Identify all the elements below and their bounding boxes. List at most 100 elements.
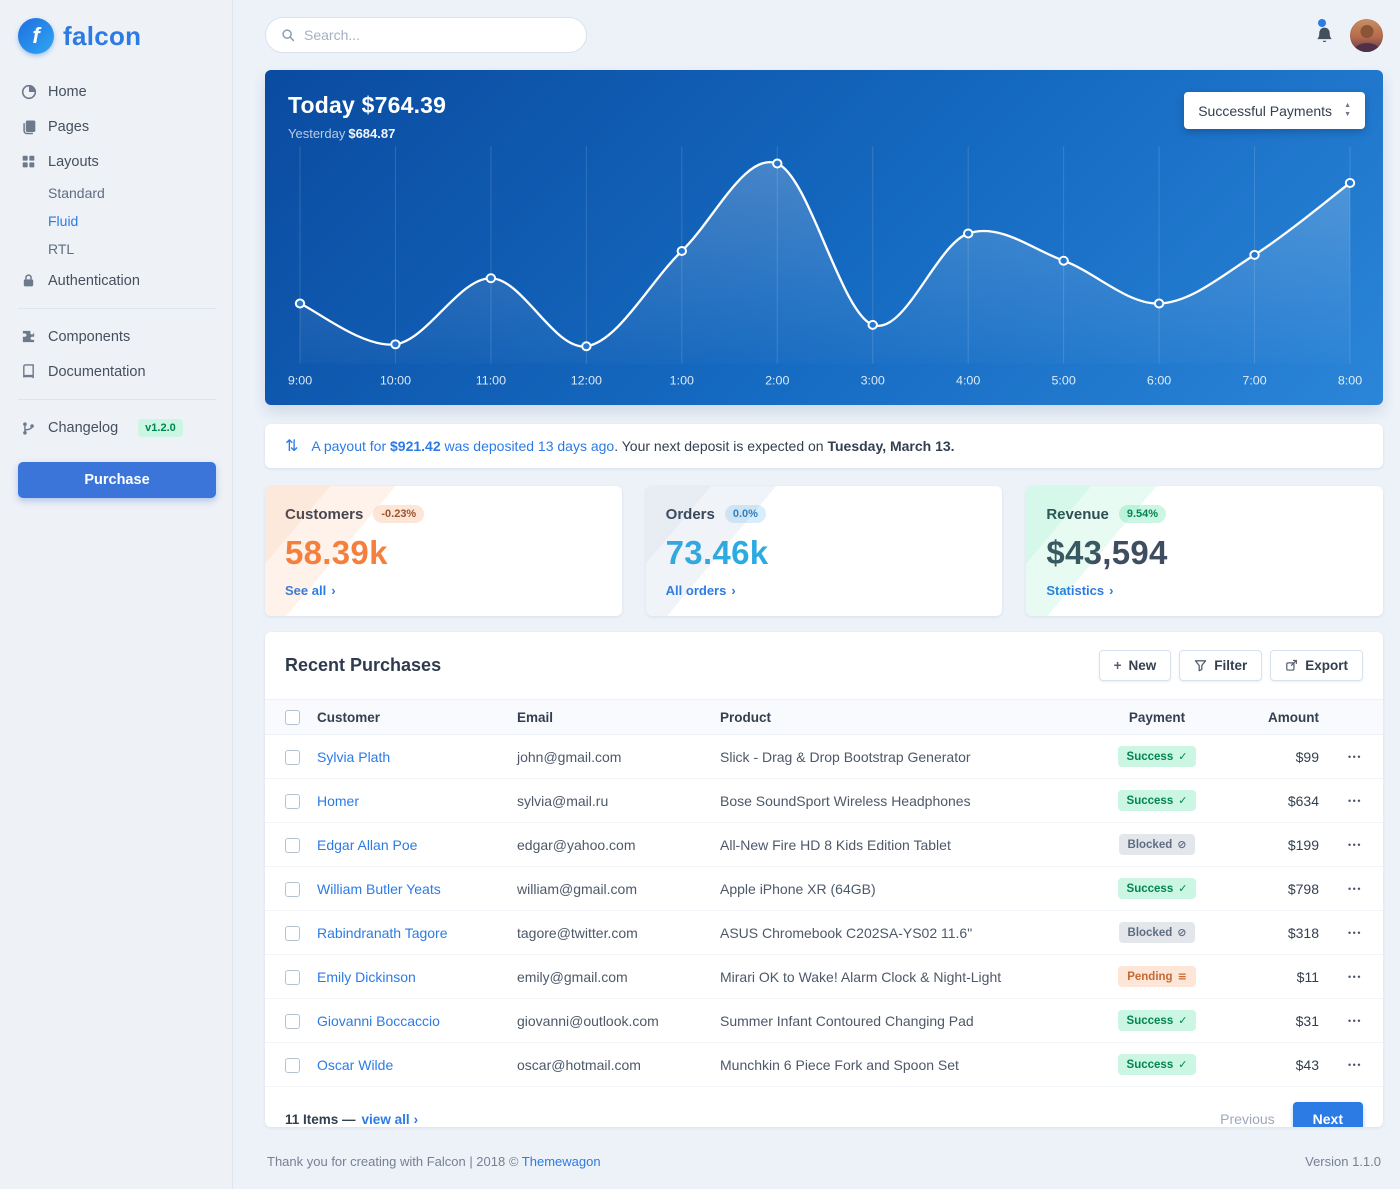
customer-link[interactable]: Emily Dickinson <box>317 968 416 985</box>
sidebar-divider <box>18 399 216 400</box>
customer-email: oscar@hotmail.com <box>509 1042 712 1088</box>
stat-title: Orders <box>665 505 715 523</box>
chevron-right-icon: › <box>731 583 736 599</box>
customer-link[interactable]: Edgar Allan Poe <box>317 836 418 853</box>
sidebar-item-home[interactable]: Home <box>18 74 216 109</box>
brand[interactable]: f falcon <box>18 14 216 74</box>
chart-subtitle: Yesterday $684.87 <box>288 126 396 141</box>
row-checkbox[interactable] <box>285 1058 300 1074</box>
view-all-link[interactable]: view all › <box>361 1111 419 1127</box>
sidebar-item-layouts[interactable]: Layouts <box>18 144 216 179</box>
row-checkbox[interactable] <box>285 838 300 854</box>
customer-link[interactable]: Sylvia Plath <box>317 748 391 765</box>
svg-text:7:00: 7:00 <box>1242 374 1267 388</box>
previous-button[interactable]: Previous <box>1220 1111 1275 1127</box>
table-row: Emily Dickinson emily@gmail.com Mirari OK … <box>265 954 1383 1000</box>
row-checkbox[interactable] <box>285 926 300 942</box>
row-actions-button[interactable]: ••• <box>1344 748 1366 766</box>
payment-status-badge: Success ✓ <box>1117 790 1197 812</box>
notifications-bell-icon[interactable] <box>1315 18 1334 45</box>
all-orders-link[interactable]: All orders › <box>665 583 736 599</box>
sidebar-item-fluid[interactable]: Fluid <box>48 213 79 229</box>
line-chart: 9:00 10:00 11:00 12:00 1:00 2:00 3:00 4:00 5:00 6… <box>288 146 1362 388</box>
search-input[interactable] <box>304 27 571 43</box>
product-name: All-New Fire HD 8 Kids Edition Tablet <box>712 822 1082 868</box>
code-branch-icon <box>20 420 37 437</box>
customer-link[interactable]: Giovanni Boccaccio <box>317 1012 440 1029</box>
sidebar-item-label: Documentation <box>48 363 146 380</box>
sidebar-item-authentication[interactable]: Authentication <box>18 263 216 298</box>
select-all-checkbox[interactable] <box>285 710 300 726</box>
row-checkbox[interactable] <box>285 750 300 766</box>
row-actions-button[interactable]: ••• <box>1344 880 1366 898</box>
svg-text:11:00: 11:00 <box>476 374 507 388</box>
customer-email: william@gmail.com <box>509 866 712 912</box>
row-checkbox[interactable] <box>285 794 300 810</box>
next-button[interactable]: Next <box>1292 1102 1363 1127</box>
search-box[interactable] <box>265 17 587 53</box>
svg-text:10:00: 10:00 <box>380 374 411 388</box>
main-content: Today $764.39 Yesterday$684.87 Successfu… <box>233 0 1400 1189</box>
pagination: Previous Next <box>1220 1102 1363 1127</box>
svg-text:9:00: 9:00 <box>288 374 313 388</box>
stat-value: 58.39k <box>285 534 388 572</box>
stat-value: 73.46k <box>665 534 769 572</box>
sidebar-item-standard[interactable]: Standard <box>48 185 105 201</box>
customer-link[interactable]: William Butler Yeats <box>317 880 441 897</box>
sidebar-item-documentation[interactable]: Documentation <box>18 354 216 389</box>
stat-change-badge: 9.54% <box>1118 505 1167 524</box>
product-name: Apple iPhone XR (64GB) <box>712 866 1082 912</box>
column-header-amount: Amount <box>1232 699 1327 736</box>
row-actions-button[interactable]: ••• <box>1344 792 1366 810</box>
export-button[interactable]: Export <box>1270 650 1363 682</box>
filter-funnel-icon <box>1194 659 1207 672</box>
customer-link[interactable]: Homer <box>317 792 360 809</box>
book-icon <box>20 363 37 380</box>
payment-status-badge: Success ✓ <box>1117 878 1197 900</box>
purchase-button[interactable]: Purchase <box>18 462 216 498</box>
row-actions-button[interactable]: ••• <box>1344 924 1366 942</box>
blocked-icon: ⊘ <box>1177 838 1187 852</box>
row-actions-button[interactable]: ••• <box>1344 1012 1366 1030</box>
row-actions-button[interactable]: ••• <box>1344 1056 1366 1074</box>
table-row: Rabindranath Tagore tagore@twitter.com ASU… <box>265 910 1383 956</box>
row-actions-button[interactable]: ••• <box>1344 968 1366 986</box>
amount: $318 <box>1232 910 1327 956</box>
customer-link[interactable]: Rabindranath Tagore <box>317 924 448 941</box>
stat-change-badge: -0.23% <box>373 505 425 524</box>
chart-filter-select[interactable]: Successful Payments ▲ ▼ <box>1184 92 1365 129</box>
new-button[interactable]: + New <box>1098 650 1172 682</box>
table-row: Oscar Wilde oscar@hotmail.com Munchkin 6 P… <box>265 1042 1383 1088</box>
sidebar-item-changelog[interactable]: Changelog v1.2.0 <box>18 410 216 446</box>
notification-indicator <box>1318 18 1326 27</box>
customer-link[interactable]: Oscar Wilde <box>317 1056 394 1073</box>
row-checkbox[interactable] <box>285 1014 300 1030</box>
payout-banner: ⇅ A payout for $921.42 was deposited 13 … <box>265 424 1383 469</box>
sidebar-item-components[interactable]: Components <box>18 319 216 354</box>
product-name: Mirari OK to Wake! Alarm Clock & Night-L… <box>712 954 1082 1000</box>
payout-link[interactable]: A payout for $921.42 was deposited 13 da… <box>311 438 615 455</box>
sidebar-item-pages[interactable]: Pages <box>18 109 216 144</box>
svg-text:3:00: 3:00 <box>861 374 886 388</box>
svg-text:12:00: 12:00 <box>571 374 602 388</box>
column-header-payment: Payment <box>1082 699 1232 736</box>
stat-title: Revenue <box>1046 505 1109 523</box>
payment-status-badge: Success ✓ <box>1117 1010 1197 1032</box>
user-avatar[interactable] <box>1350 18 1383 52</box>
sidebar-item-rtl[interactable]: RTL <box>48 241 75 257</box>
statistics-link[interactable]: Statistics › <box>1046 583 1114 599</box>
filter-button[interactable]: Filter <box>1179 650 1263 682</box>
row-actions-button[interactable]: ••• <box>1344 836 1366 854</box>
see-all-link[interactable]: See all › <box>285 583 336 599</box>
row-checkbox[interactable] <box>285 970 300 986</box>
row-checkbox[interactable] <box>285 882 300 898</box>
payment-status-badge: Pending ≡ <box>1118 966 1196 988</box>
footer-credit: Thank you for creating with Falcon | 201… <box>267 1154 601 1169</box>
customer-email: edgar@yahoo.com <box>509 822 712 868</box>
sidebar: f falcon Home Pages Layouts Standard Flu… <box>0 0 233 1189</box>
export-icon <box>1285 659 1298 672</box>
blocked-icon: ⊘ <box>1177 926 1187 940</box>
themewagon-link[interactable]: Themewagon <box>521 1154 601 1169</box>
column-header-email: Email <box>509 699 712 736</box>
items-count: 11 Items — view all › <box>285 1111 419 1127</box>
